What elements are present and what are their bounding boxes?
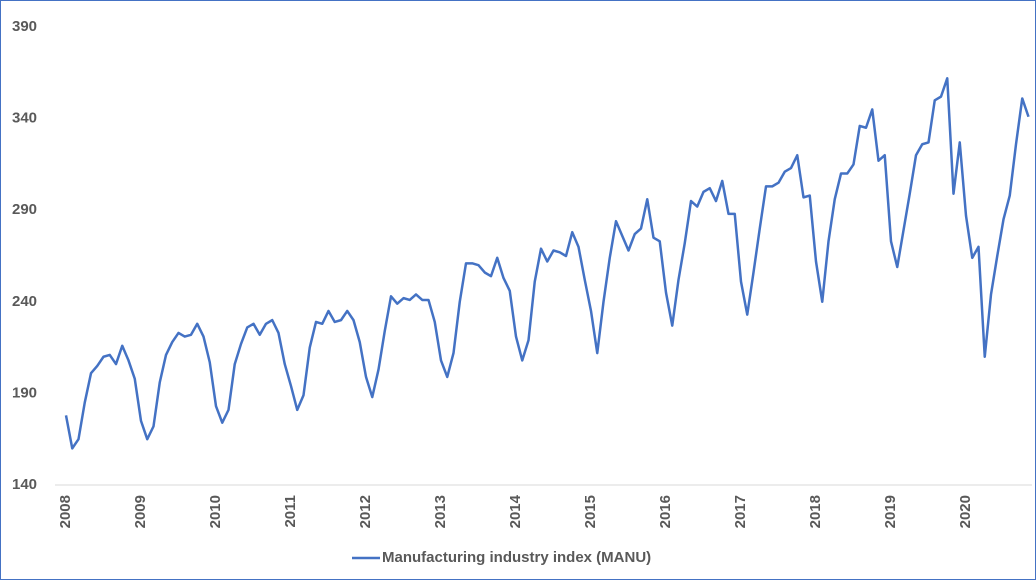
x-tick-label: 2020	[957, 495, 974, 528]
data-line	[64, 77, 1030, 450]
x-tick-label: 2016	[657, 495, 674, 528]
x-tick-label: 2010	[207, 495, 224, 528]
x-tick-label: 2008	[57, 495, 74, 528]
x-tick-label: 2009	[132, 495, 149, 528]
x-tick-label: 2017	[732, 495, 749, 528]
x-tick-label: 2019	[882, 495, 899, 528]
y-tick-label: 290	[12, 201, 37, 218]
x-tick-label: 2018	[807, 495, 824, 528]
y-tick-label: 140	[12, 476, 37, 493]
y-tick-label: 240	[12, 293, 37, 310]
x-tick-label: 2014	[507, 494, 524, 528]
y-tick-label: 340	[12, 110, 37, 127]
y-tick-label: 190	[12, 384, 37, 401]
x-tick-label: 2011	[282, 495, 299, 528]
x-tick-label: 2013	[432, 495, 449, 528]
y-tick-label: 390	[12, 18, 37, 35]
x-tick-label: 2012	[357, 495, 374, 528]
x-tick-label: 2015	[582, 495, 599, 528]
legend-label: Manufacturing industry index (MANU)	[382, 549, 651, 566]
